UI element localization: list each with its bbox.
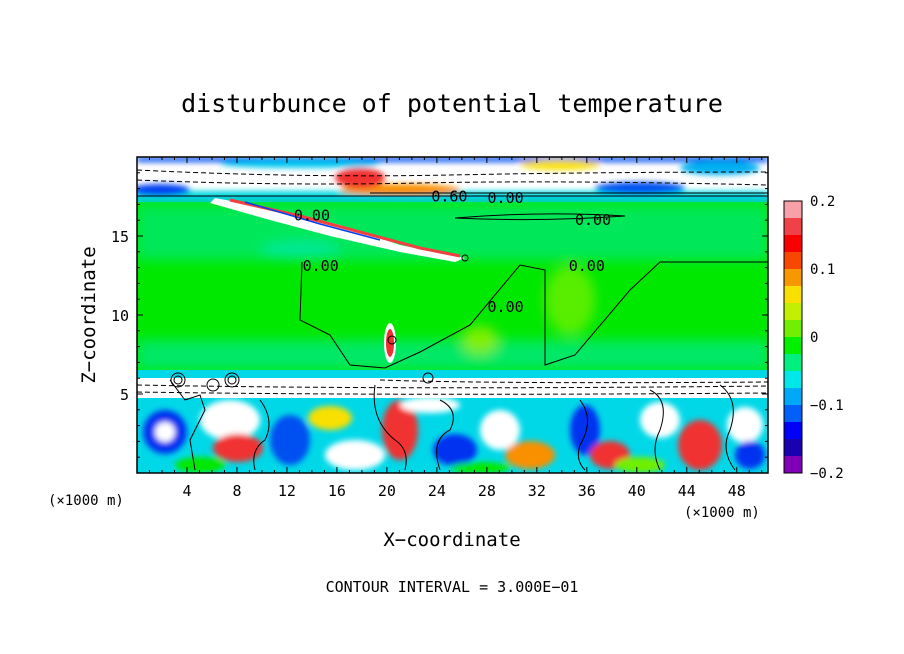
x-tick-label: 40 [628,482,646,500]
colorbar-swatch [784,337,802,355]
colorbar-tick-label: 0 [810,330,818,346]
colorbar-swatch [784,422,802,440]
contour-label: 0.00 [575,211,611,229]
x-tick-label: 20 [378,482,396,500]
colorbar-swatch [784,218,802,236]
contour-label: 0.00 [488,298,524,316]
contour-labels: 0.60 0.00 0.00 0.00 0.00 0.00 0.00 [294,188,611,317]
x-tick-label: 8 [232,482,241,500]
colorbar-swatch [784,456,802,474]
contour-label: 0.60 [431,188,467,206]
colorbar-swatch [784,252,802,270]
contour-lines [137,169,768,471]
x-unit-right: (×1000 m) [684,505,760,521]
chart-title: disturbunce of potential temperature [181,89,723,118]
colorbar-swatch [784,354,802,372]
colorbar-swatch [784,320,802,338]
x-tick-label: 4 [182,482,191,500]
colorbar-swatch [784,405,802,423]
colorbar: 0.2 0.1 0 −0.1 −0.2 [783,194,844,482]
colorbar-swatch [784,439,802,457]
colorbar-tick-label: −0.2 [810,466,844,482]
x-axis-label: X−coordinate [383,529,520,551]
x-tick-label: 28 [478,482,496,500]
x-tick-label: 36 [578,482,596,500]
y-tick-label: 15 [111,228,129,246]
contour-label: 0.00 [488,189,524,207]
x-tick-label: 24 [428,482,446,500]
colorbar-swatch [784,201,802,219]
x-axis: 4 8 12 16 20 24 28 32 36 40 44 48 [148,157,763,500]
y-tick-label: 10 [111,307,129,325]
heatmap-field [137,157,768,473]
x-unit-left: (×1000 m) [48,493,124,509]
colorbar-swatch [784,286,802,304]
x-tick-label: 32 [528,482,546,500]
x-tick-label: 48 [728,482,746,500]
colorbar-swatch [784,269,802,287]
colorbar-tick-label: −0.1 [810,398,844,414]
colorbar-tick-label: 0.2 [810,194,835,210]
x-tick-label: 44 [678,482,696,500]
contour-label: 0.00 [303,257,339,275]
x-tick-label: 16 [328,482,346,500]
y-axis: 5 10 15 [111,172,768,458]
contour-interval-label: CONTOUR INTERVAL = 3.000E−01 [326,578,579,596]
y-tick-label: 5 [120,386,129,404]
contour-label: 0.00 [569,257,605,275]
colorbar-swatch [784,388,802,406]
contour-label: 0.00 [294,206,330,224]
x-tick-label: 12 [278,482,296,500]
colorbar-swatch [784,235,802,253]
colorbar-swatch [784,371,802,389]
colorbar-swatch [784,303,802,321]
colorbar-frame [783,200,803,474]
colorbar-tick-label: 0.1 [810,262,835,278]
y-axis-label: Z−coordinate [78,246,100,383]
